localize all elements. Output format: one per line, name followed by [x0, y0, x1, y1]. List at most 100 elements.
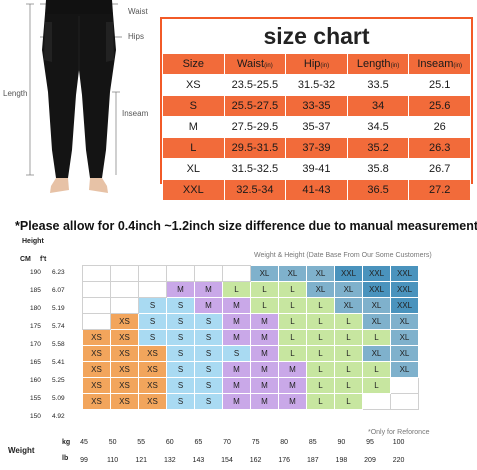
grid-cell: M — [250, 313, 279, 330]
grid-cell: XL — [250, 265, 279, 282]
size-chart-row: XS 23.5-25.5 31.5-32 33.5 25.1 — [162, 74, 471, 96]
grid-cell: M — [166, 281, 195, 298]
height-ft: 5.19 — [52, 305, 65, 312]
grid-cell: L — [278, 345, 307, 362]
size-chart-cell: 31.5-32 — [285, 74, 348, 96]
size-chart-row: M 27.5-29.5 35-37 34.5 26 — [162, 116, 471, 138]
grid-cell: XL — [362, 313, 391, 330]
size-chart-cell: 35-37 — [285, 116, 348, 138]
height-cm: 190 — [30, 269, 41, 276]
size-chart-row: S 25.5-27.5 33-35 34 25.6 — [162, 95, 471, 117]
grid-cell — [82, 313, 111, 330]
size-chart-cell: 37-39 — [285, 137, 348, 159]
grid-cell: L — [334, 361, 363, 378]
size-chart-cell: 25.1 — [408, 74, 471, 96]
grid-cell: XXL — [390, 265, 419, 282]
grid-cell: XL — [306, 265, 335, 282]
grid-cell: S — [194, 329, 223, 346]
height-ft: 5.74 — [52, 323, 65, 330]
grid-row: XL XL XL XXL XXL XXL — [82, 265, 419, 282]
size-chart-row: L 29.5-31.5 37-39 35.2 26.3 — [162, 137, 471, 159]
grid-cell: XL — [278, 265, 307, 282]
grid-cell — [138, 265, 167, 282]
size-chart-cell: S — [162, 95, 225, 117]
weight-kg: 45 — [80, 439, 88, 446]
size-chart-header-cell: Hip(in) — [285, 53, 348, 75]
grid-cell: L — [278, 329, 307, 346]
grid-cell: S — [166, 377, 195, 394]
grid-cell: L — [306, 393, 335, 410]
grid-cell: XS — [138, 393, 167, 410]
size-chart-header-cell: Size — [162, 53, 225, 75]
height-ft: 5.58 — [52, 341, 65, 348]
grid-cell: S — [138, 297, 167, 314]
height-ft: 6.07 — [52, 287, 65, 294]
height-weight-grid: XL XL XL XXL XXL XXL M M L L L XL XL XXL XXL S S M M L L L XL X… — [82, 265, 419, 410]
height-cm: 170 — [30, 341, 41, 348]
grid-row: XS XS XS S S M M M L L — [82, 393, 419, 410]
grid-cell: XL — [334, 281, 363, 298]
grid-cell: XS — [82, 361, 111, 378]
size-chart-cell: 33.5 — [346, 74, 410, 96]
grid-cell: L — [334, 393, 363, 410]
grid-cell: XS — [82, 345, 111, 362]
grid-cell: S — [166, 297, 195, 314]
grid-cell: M — [250, 361, 279, 378]
weight-lb: 198 — [335, 457, 348, 464]
grid-cell: L — [306, 313, 335, 330]
weight-lb: 187 — [306, 457, 319, 464]
weight-kg: 55 — [137, 439, 146, 446]
size-chart-cell: XS — [162, 74, 225, 96]
weight-kg: 65 — [194, 439, 203, 446]
size-chart-cell: L — [162, 137, 225, 159]
grid-cell: S — [166, 361, 195, 378]
grid-cell: XS — [82, 377, 111, 394]
size-chart-cell: 26 — [408, 116, 471, 138]
weight-kg: 70 — [223, 439, 231, 446]
grid-cell: M — [250, 393, 279, 410]
grid-cell: XS — [110, 329, 139, 346]
weight-kg: 90 — [337, 439, 346, 446]
grid-cell: L — [306, 297, 335, 314]
grid-cell: L — [334, 313, 363, 330]
size-chart-cell: 31.5-32.5 — [223, 158, 287, 180]
grid-cell: M — [222, 393, 251, 410]
weight-lb: 220 — [392, 457, 405, 464]
grid-cell: L — [250, 281, 279, 298]
height-ft: 6.23 — [52, 269, 65, 276]
grid-cell: S — [194, 393, 223, 410]
size-chart-header-cell: Inseam(in) — [408, 53, 471, 75]
weight-kg: 100 — [392, 439, 405, 446]
grid-row: M M L L L XL XL XXL XXL — [82, 281, 419, 298]
lb-label: lb — [62, 455, 69, 462]
header-label: Inseam — [417, 58, 454, 70]
grid-cell: L — [222, 281, 251, 298]
size-chart-cell: 35.8 — [346, 158, 410, 180]
size-chart-cell: 26.3 — [408, 137, 471, 159]
grid-cell: S — [166, 329, 195, 346]
grid-cell: L — [306, 329, 335, 346]
leggings-photo: Waist Hips Length Inseam — [0, 0, 160, 205]
weight-kg: 80 — [280, 439, 289, 446]
weight-lb: 209 — [364, 457, 376, 464]
reference-note: *Only for Reforonce — [368, 429, 430, 436]
size-chart-cell: 27.2 — [408, 179, 471, 201]
grid-cell: XS — [82, 393, 111, 410]
height-ft: 5.25 — [52, 377, 65, 384]
grid-cell: M — [222, 377, 251, 394]
weight-lb: 176 — [278, 457, 291, 464]
grid-cell: M — [250, 345, 279, 362]
grid-caption: Weight & Height (Date Base From Our Some… — [254, 252, 432, 259]
grid-cell: M — [250, 329, 279, 346]
grid-cell: XXL — [362, 265, 391, 282]
grid-row: XS XS XS S S S M L L L XL XL — [82, 345, 419, 362]
grid-cell: S — [166, 345, 195, 362]
grid-row: XS XS XS S S M M M L L L XL — [82, 361, 419, 378]
grid-row: XS XS S S S M M L L L L XL — [82, 329, 419, 346]
size-chart-title: size chart — [263, 23, 370, 49]
cm-label: CM — [20, 256, 31, 263]
size-chart-header-row: Size Waist(in) Hip(in) Length(in) Inseam(in) — [162, 53, 471, 75]
grid-cell: L — [306, 345, 335, 362]
weight-kg: 75 — [251, 439, 260, 446]
size-chart-cell: 29.5-31.5 — [223, 137, 287, 159]
